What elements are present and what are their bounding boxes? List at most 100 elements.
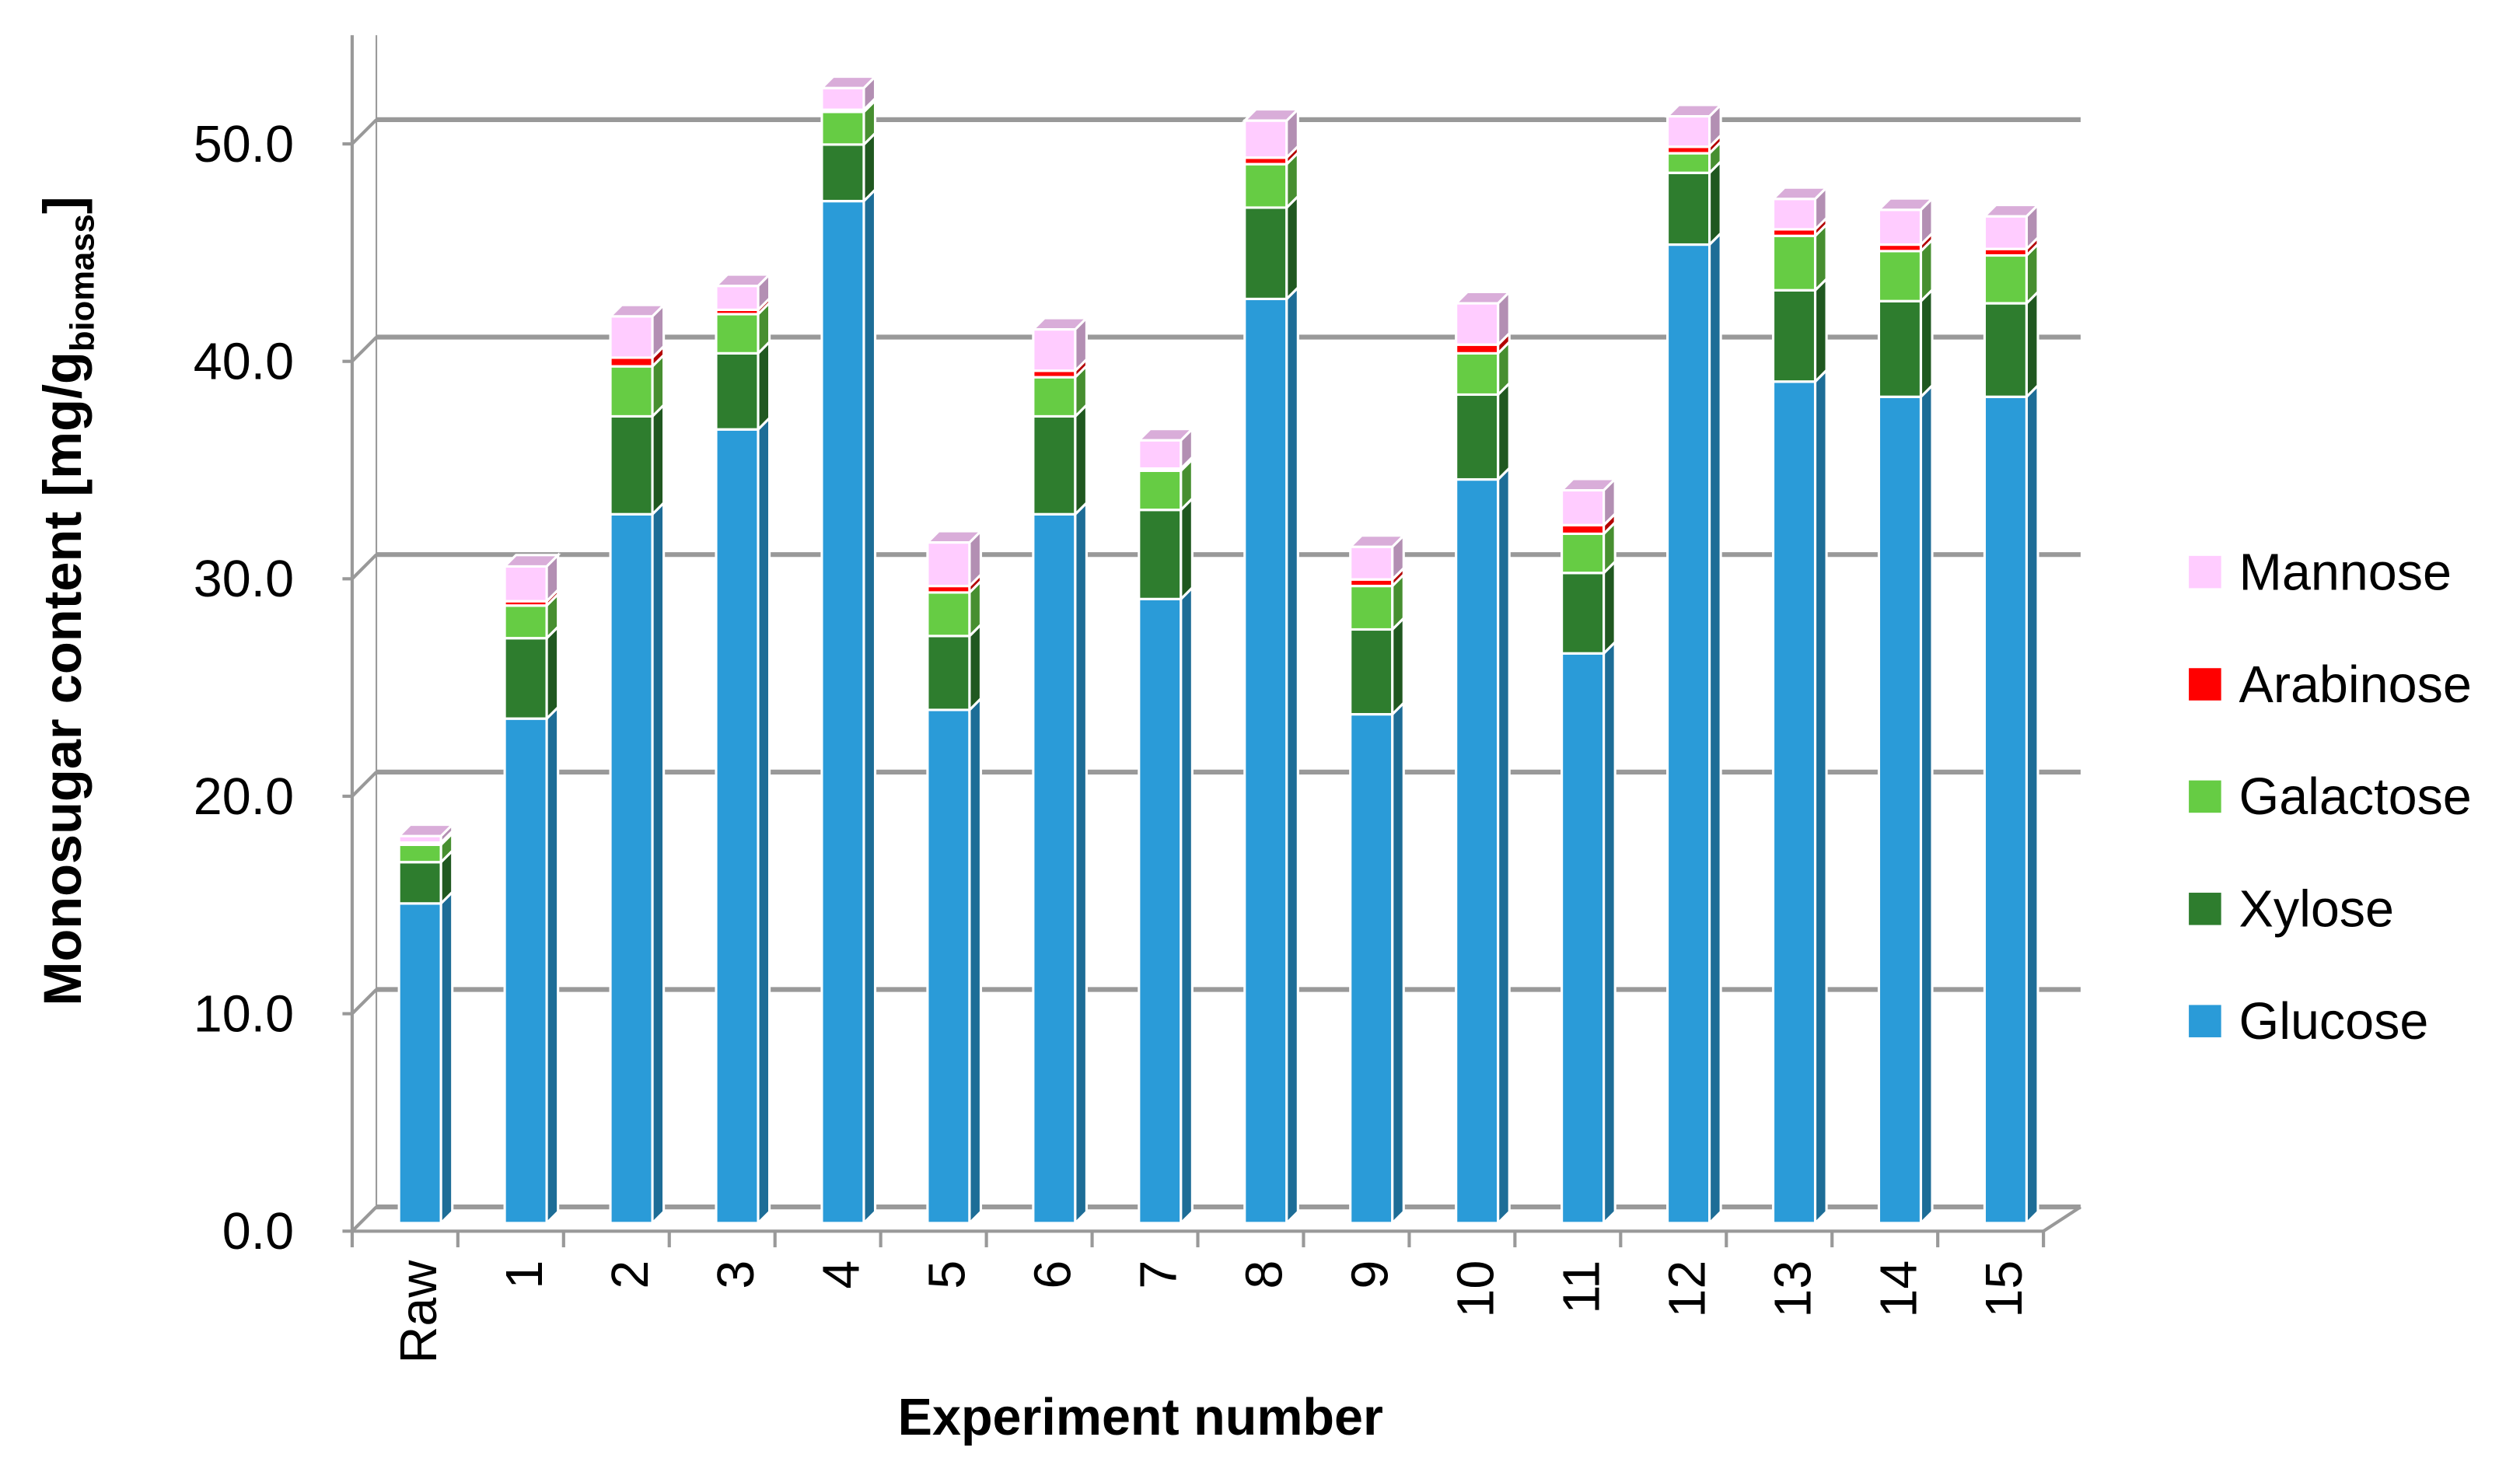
bar-segment <box>1452 465 1512 1226</box>
bar-front <box>1032 414 1077 516</box>
grid-diagonal <box>351 336 378 363</box>
legend-label: Galactose <box>2239 768 2472 826</box>
bar-front <box>1138 469 1183 512</box>
bar-side <box>1180 585 1194 1226</box>
grid-diagonal <box>351 118 378 145</box>
bar-segment <box>396 821 456 846</box>
x-tick-label: 9 <box>1341 1260 1399 1289</box>
bar-top <box>1981 204 2041 218</box>
y-axis-title-sub: biomass <box>64 214 101 351</box>
bar-side <box>545 624 560 722</box>
bar-front <box>1138 597 1183 1225</box>
bar-front <box>820 110 865 146</box>
bar-front <box>1666 171 1711 246</box>
bar-side <box>1708 230 1722 1226</box>
bar-front <box>1561 488 1606 526</box>
bar-front <box>926 708 971 1225</box>
bar-front <box>609 315 654 359</box>
bar-front <box>1243 206 1288 300</box>
bar-front <box>926 591 971 638</box>
bar-front <box>1138 509 1183 600</box>
bar-segment <box>1770 184 1830 233</box>
bar-front <box>1561 572 1606 655</box>
bar-segment <box>502 624 561 722</box>
x-tick-label: 4 <box>813 1260 871 1289</box>
bar-segment <box>1770 275 1830 385</box>
bar-segment <box>1242 106 1302 161</box>
bar-side <box>1285 193 1299 302</box>
bar-front <box>1455 351 1500 397</box>
bar-front <box>1771 234 1817 292</box>
bar-top <box>1347 534 1407 548</box>
x-tick-label: 5 <box>919 1260 977 1289</box>
legend-swatch <box>2189 780 2221 813</box>
bar-side <box>651 402 666 518</box>
legend-label: Mannose <box>2239 544 2452 601</box>
bar-segment <box>1558 638 1618 1226</box>
legend-swatch <box>2189 1005 2221 1037</box>
bar-side <box>1919 382 1934 1226</box>
bar-front <box>1561 652 1606 1225</box>
x-tick-label: 11 <box>1553 1260 1610 1314</box>
bar-segment <box>1347 615 1407 718</box>
bar-segment <box>1664 230 1724 1226</box>
bar-front <box>1983 253 2028 305</box>
bar-front <box>397 843 442 864</box>
x-tick-label: 3 <box>708 1260 765 1289</box>
bar-front <box>1243 119 1288 159</box>
bar-segment <box>1030 402 1090 518</box>
bar-front <box>609 356 654 368</box>
bar-front <box>1561 532 1606 575</box>
bar-front <box>1349 545 1394 581</box>
bar-side <box>1391 615 1405 718</box>
x-tick-label: 12 <box>1658 1260 1716 1318</box>
bar-front <box>503 637 548 720</box>
bar-segment <box>1875 382 1935 1226</box>
bar-front <box>1138 439 1183 470</box>
bar-side <box>1919 286 1934 400</box>
x-axis-title: Experiment number <box>898 1389 1383 1446</box>
legend-swatch <box>2189 893 2221 925</box>
bar-side <box>968 695 983 1226</box>
bar-front <box>1877 250 1923 302</box>
bar-segment <box>1030 315 1090 374</box>
bar-top <box>607 303 667 318</box>
y-tick-label: 30.0 <box>194 551 294 608</box>
bar-top <box>1770 186 1830 201</box>
bar-side <box>1603 638 1617 1226</box>
bar-front <box>820 200 865 1225</box>
bar-front <box>1032 376 1077 418</box>
bar-segment <box>1770 367 1830 1226</box>
bar-front <box>1877 299 1923 398</box>
bar-top <box>713 273 773 288</box>
bar-side <box>1708 158 1722 248</box>
bar-front <box>1349 584 1394 631</box>
bar-segment <box>1136 585 1196 1226</box>
bar-front <box>1243 163 1288 209</box>
bar-segment <box>1981 201 2041 252</box>
x-tick-label: 14 <box>1870 1260 1928 1318</box>
bar-top <box>1030 316 1090 331</box>
floor-side <box>2042 1205 2082 1233</box>
bar-top <box>1136 428 1196 442</box>
bar-front <box>715 285 760 311</box>
x-tick-label: 13 <box>1764 1260 1822 1318</box>
bar-segment <box>1452 288 1512 348</box>
bar-front <box>1455 302 1500 346</box>
bar-front <box>820 86 865 111</box>
bar-side <box>1813 367 1828 1226</box>
x-tick-label: 10 <box>1447 1260 1505 1318</box>
bar-front <box>1455 477 1500 1225</box>
bar-front <box>715 428 760 1225</box>
bar-segment <box>1347 532 1407 582</box>
bar-side <box>1285 285 1299 1226</box>
bar-top <box>502 554 561 568</box>
bar-front <box>1243 297 1288 1225</box>
grid-diagonal <box>351 1205 378 1232</box>
bar-side <box>1391 700 1405 1226</box>
grid-diagonal <box>351 771 378 798</box>
bar-front <box>1771 380 1817 1225</box>
grid-diagonal <box>351 553 378 580</box>
bar-front <box>1349 628 1394 716</box>
